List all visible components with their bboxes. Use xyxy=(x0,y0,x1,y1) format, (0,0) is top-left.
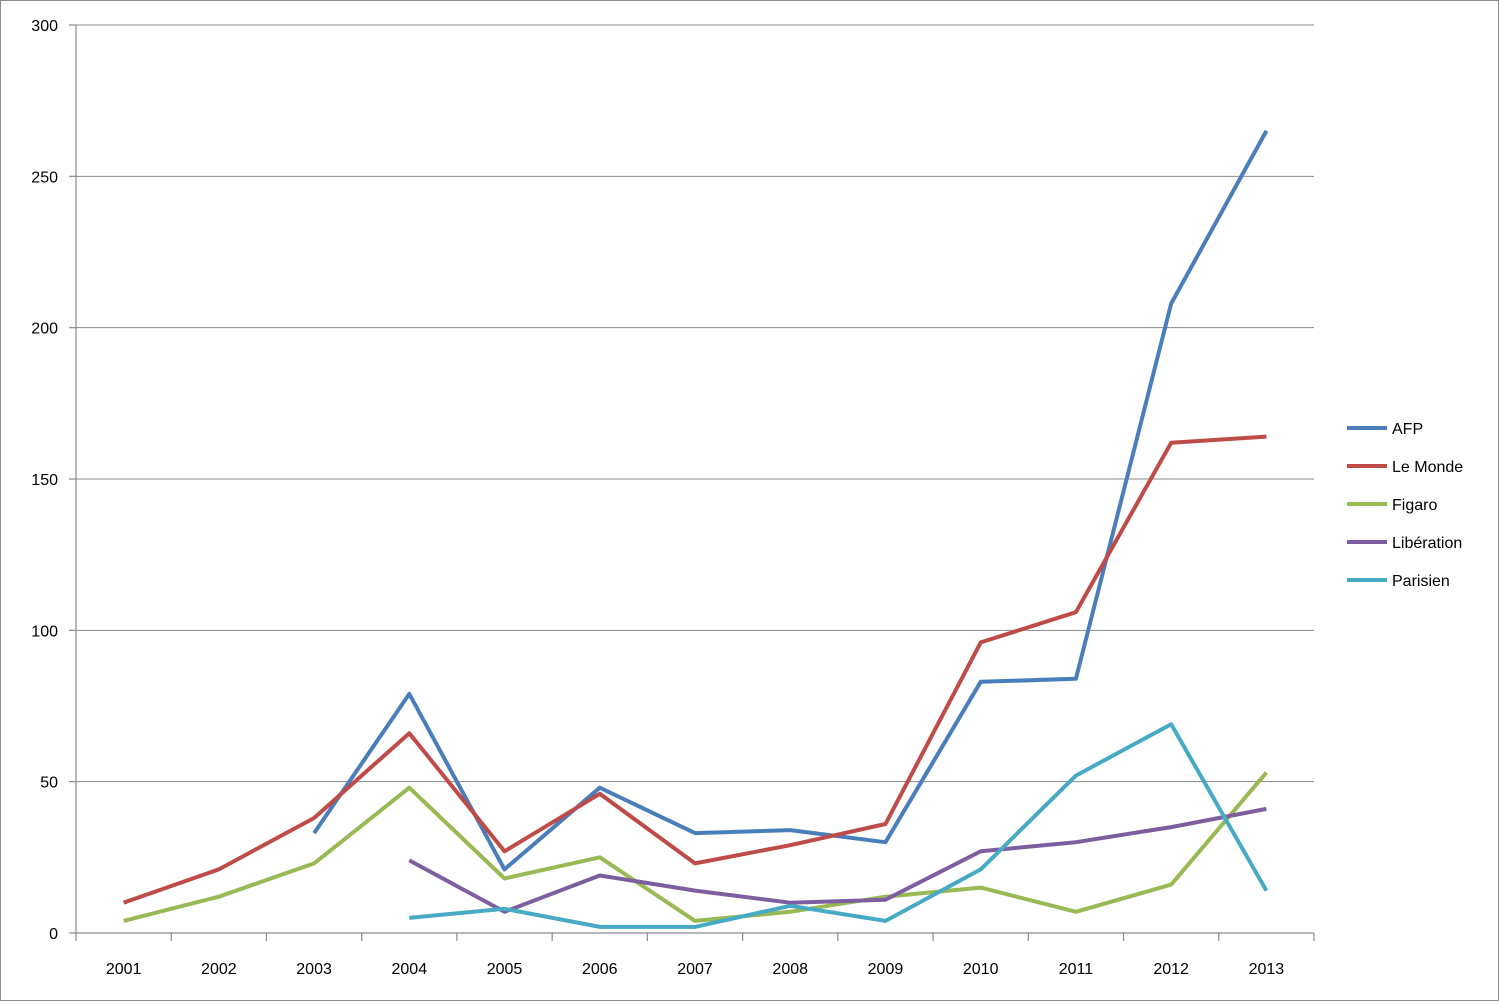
y-tick-label: 200 xyxy=(31,321,58,338)
x-tick-label: 2002 xyxy=(201,961,237,978)
series-line-0 xyxy=(312,129,1269,872)
legend-label: Figaro xyxy=(1392,497,1437,514)
series-line-4 xyxy=(409,722,1269,929)
legend-label: Libération xyxy=(1392,535,1462,552)
x-tick-label: 2006 xyxy=(582,961,618,978)
y-tick-label: 150 xyxy=(31,472,58,489)
y-tick-label: 100 xyxy=(31,623,58,640)
y-tick-label: 250 xyxy=(31,169,58,186)
legend-label: Parisien xyxy=(1392,573,1450,590)
x-tick-label: 2012 xyxy=(1153,961,1189,978)
legend-label: AFP xyxy=(1392,421,1423,438)
grid-layer xyxy=(76,24,1314,783)
legend: AFP Le Monde Figaro Libération Parisien xyxy=(1347,421,1463,590)
series-line-3 xyxy=(408,806,1267,914)
x-tick-label: 2005 xyxy=(487,961,523,978)
series-line-1 xyxy=(122,434,1267,905)
series-layer xyxy=(122,129,1269,929)
y-tick-label: 0 xyxy=(49,926,58,943)
x-tick-label: 2007 xyxy=(677,961,713,978)
x-tick-label: 2008 xyxy=(772,961,808,978)
x-tick-label: 2004 xyxy=(392,961,428,978)
x-tick-label: 2001 xyxy=(106,961,142,978)
x-tick-label: 2013 xyxy=(1249,961,1285,978)
x-tick-label: 2011 xyxy=(1059,961,1094,978)
x-tick-label: 2009 xyxy=(868,961,904,978)
axis-layer: 0 50 100 150 200 250 300 2001 2002 2003 2004 2005 20… xyxy=(31,18,1315,978)
x-tick-label: 2010 xyxy=(963,961,999,978)
y-tick-label: 300 xyxy=(31,18,58,35)
legend-label: Le Monde xyxy=(1392,459,1463,476)
x-tick-label: 2003 xyxy=(296,961,332,978)
y-tick-label: 50 xyxy=(40,775,58,792)
series-line-2 xyxy=(123,771,1268,923)
